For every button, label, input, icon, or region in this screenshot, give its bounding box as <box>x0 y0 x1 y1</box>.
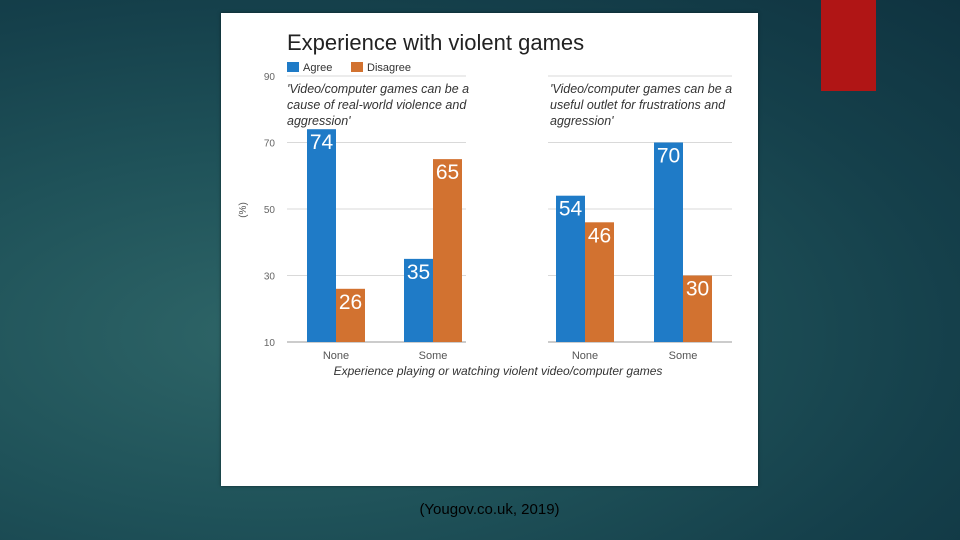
panel-subtitle-line: 'Video/computer games can be a <box>287 82 469 96</box>
x-tick-label: Some <box>669 350 698 362</box>
source-caption: (Yougov.co.uk, 2019) <box>419 501 560 518</box>
bar-value-label: 26 <box>339 291 362 314</box>
bar-value-label: 54 <box>559 198 583 221</box>
y-tick-label: 10 <box>264 338 276 349</box>
y-tick-label: 70 <box>264 139 276 150</box>
chart-title: Experience with violent games <box>287 30 584 55</box>
accent-bar <box>821 0 876 91</box>
bar-value-label: 70 <box>657 145 680 168</box>
bar-disagree <box>433 159 462 342</box>
x-tick-label: None <box>323 350 349 362</box>
bar-value-label: 74 <box>310 131 334 154</box>
bar-agree <box>307 129 336 342</box>
bar-value-label: 46 <box>588 224 611 247</box>
panel-subtitle-line: cause of real-world violence and <box>287 98 467 112</box>
panel-subtitle-line: useful outlet for frustrations and <box>550 98 726 112</box>
bar-value-label: 65 <box>436 161 459 184</box>
chart-panel: Experience with violent games Agree Disa… <box>221 13 758 486</box>
x-axis-label: Experience playing or watching violent v… <box>334 364 663 378</box>
panel-subtitle-line: aggression' <box>550 114 614 128</box>
bar-agree <box>654 142 683 342</box>
x-tick-label: None <box>572 350 598 362</box>
bar-disagree <box>336 288 365 342</box>
legend-swatch-disagree <box>351 62 363 72</box>
bar-value-label: 30 <box>686 278 709 301</box>
y-tick-label: 90 <box>264 72 276 83</box>
bar-disagree <box>585 222 614 342</box>
legend-label-disagree: Disagree <box>367 62 411 74</box>
y-tick-label: 30 <box>264 272 276 283</box>
panel-subtitle-line: 'Video/computer games can be a <box>550 82 732 96</box>
bar-disagree <box>683 275 712 342</box>
bar-agree <box>404 258 433 342</box>
legend-label-agree: Agree <box>303 62 332 74</box>
y-axis-label: (%) <box>238 202 249 218</box>
bar-agree <box>556 195 585 342</box>
chart: Experience with violent games Agree Disa… <box>238 30 732 378</box>
x-tick-label: Some <box>419 350 448 362</box>
panel-subtitle-line: aggression' <box>287 114 351 128</box>
legend-swatch-agree <box>287 62 299 72</box>
bar-value-label: 35 <box>407 261 430 284</box>
y-tick-label: 50 <box>264 205 276 216</box>
